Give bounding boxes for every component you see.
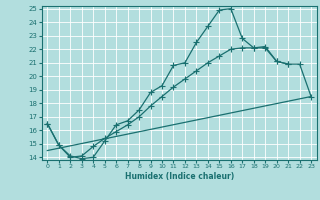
X-axis label: Humidex (Indice chaleur): Humidex (Indice chaleur) bbox=[124, 172, 234, 181]
